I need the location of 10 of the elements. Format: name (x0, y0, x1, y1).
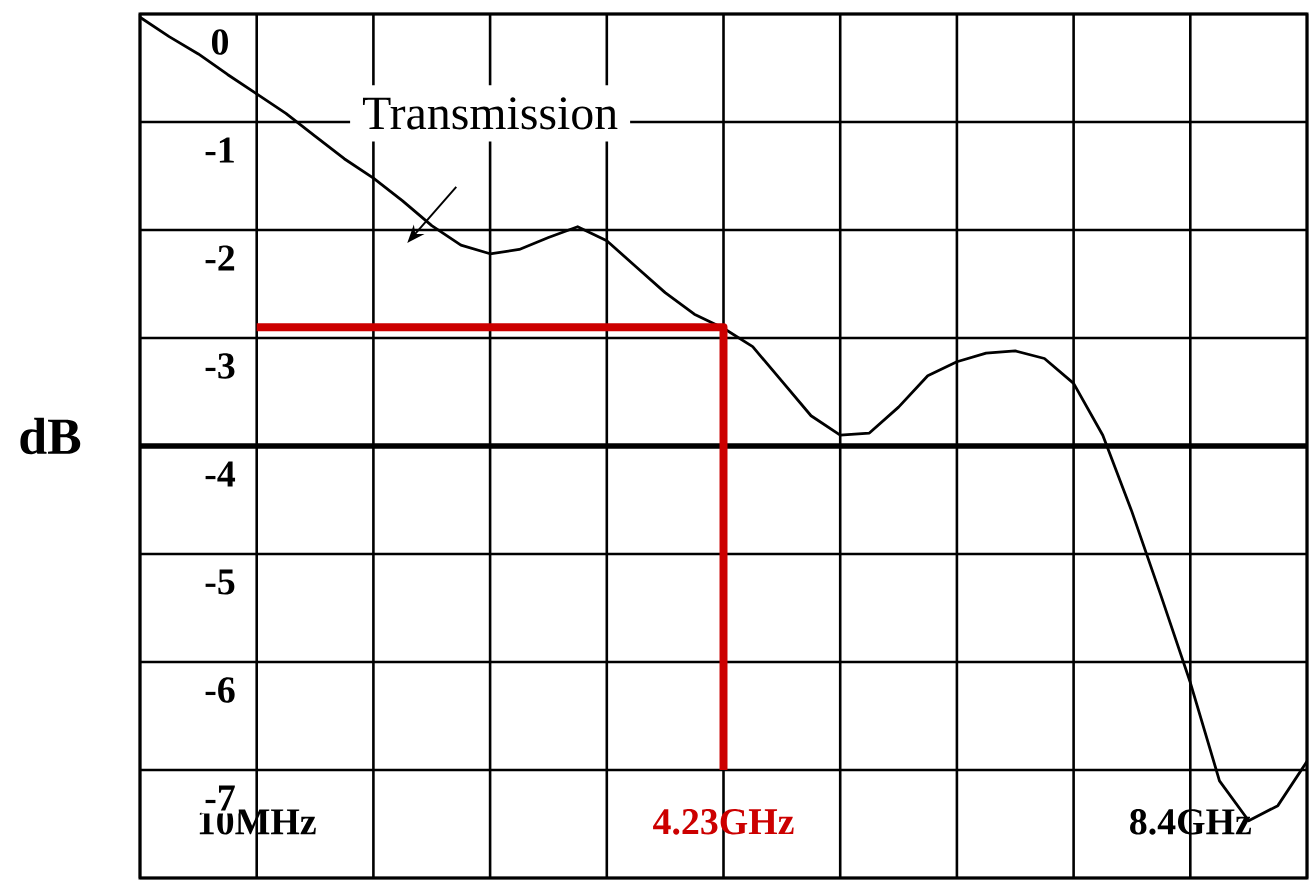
annotation: Transmission (362, 97, 618, 130)
y-tick-label: -4 (205, 461, 236, 487)
y-tick-label: -1 (205, 137, 234, 163)
y-tick-label: -3 (205, 353, 235, 379)
y-tick-label: -2 (205, 245, 235, 271)
y-tick-label: 0 (211, 29, 228, 55)
y-axis-title: dB (20, 417, 81, 455)
y-tick-label: -5 (205, 569, 235, 595)
y-tick-label: -7 (205, 785, 235, 811)
y-tick-label: -6 (205, 677, 235, 703)
